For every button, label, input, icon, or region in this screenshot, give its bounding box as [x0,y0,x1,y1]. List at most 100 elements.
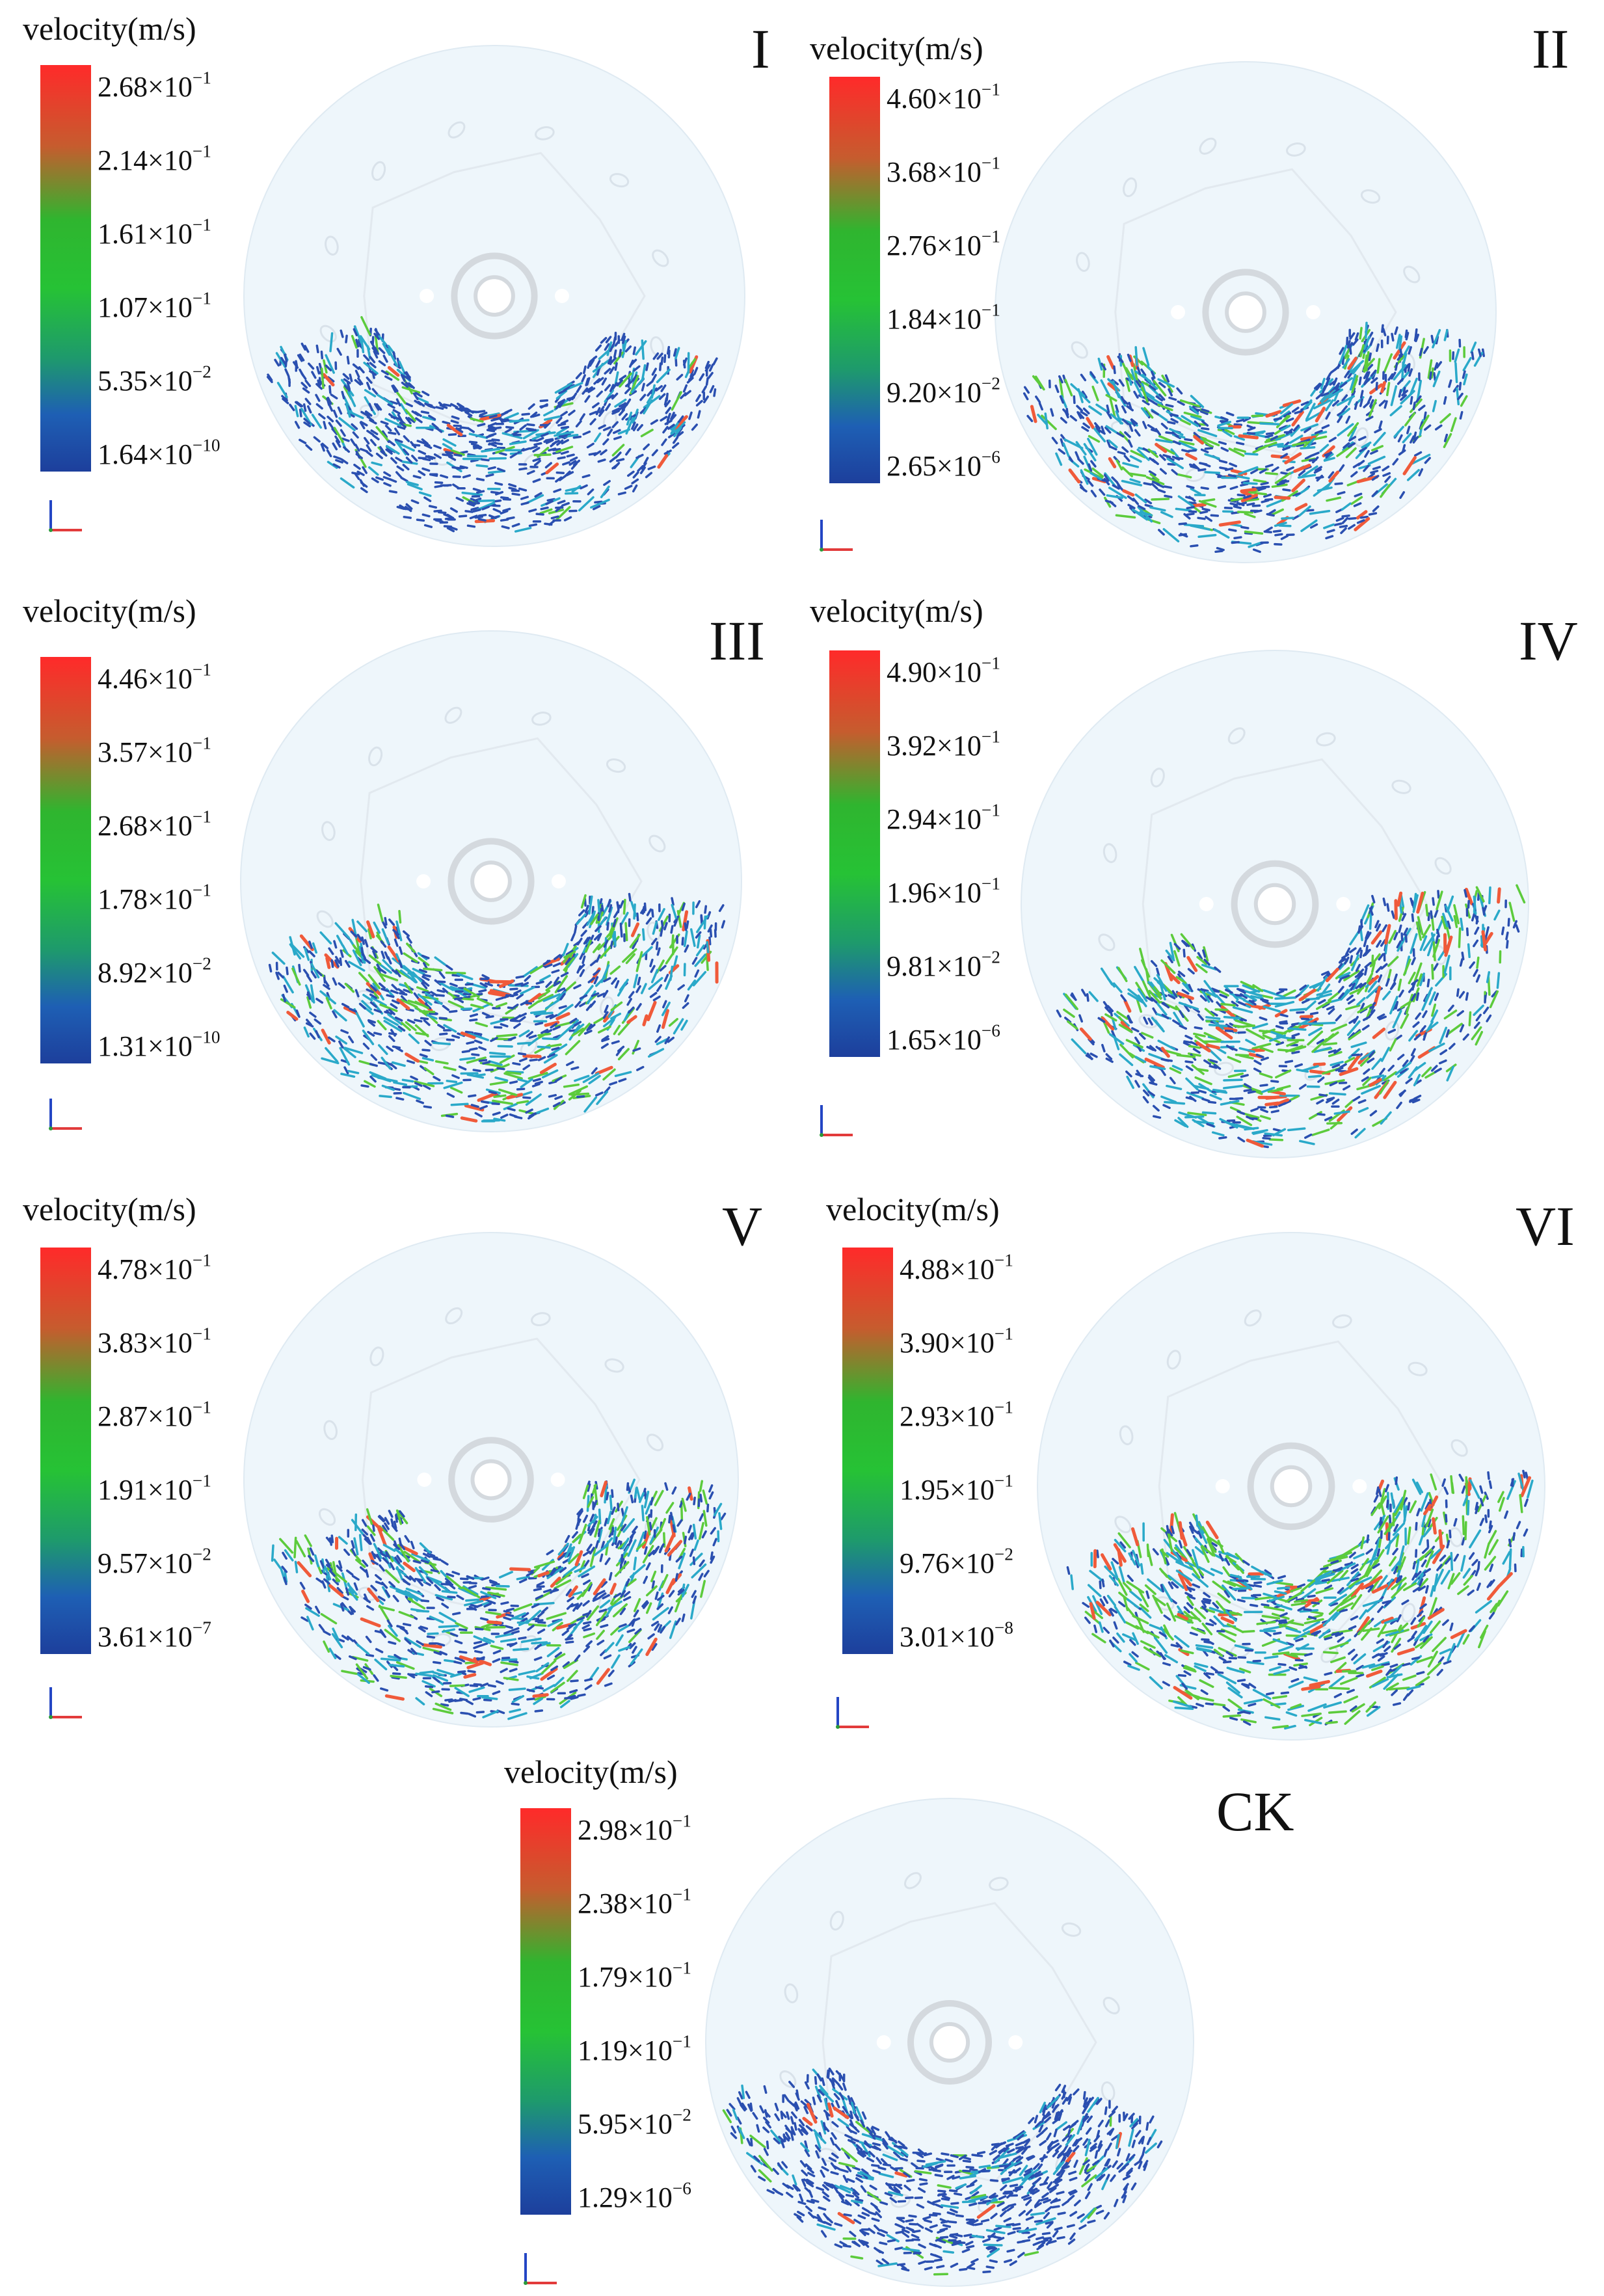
blade-outline [318,1508,336,1526]
panel-label: III [709,609,765,672]
colorbar-tick-label: 4.78×10−1 [98,1250,211,1285]
colorbar-tick-label: 8.92×10−2 [98,954,211,989]
blade-outline [531,712,552,726]
blade-outline [1119,1425,1134,1445]
blade-outline [323,1420,338,1440]
axis-triad-icon [836,1697,869,1729]
blade-outline [1166,1350,1181,1370]
bolt-hole [1199,897,1214,911]
blade-outline [1071,341,1088,359]
blade-outline [1123,177,1138,198]
colorbar-tick-label: 4.46×10−1 [98,660,211,695]
colorbar-tick-label: 5.95×10−2 [578,2105,691,2140]
blade-outline [369,1346,384,1367]
colorbar-tick-label: 1.29×10−6 [578,2178,691,2213]
blade-outline [646,1434,664,1452]
colorbar-title: velocity(m/s) [810,30,983,66]
panel-label: II [1532,18,1570,80]
rotor-outline [1158,1340,1445,1633]
colorbar-tick-label: 3.68×10−1 [887,153,1000,188]
hub-center [1270,1465,1313,1508]
colorbar [520,1808,571,2215]
blade-outline [1286,142,1306,157]
colorbar-tick-label: 1.61×10−1 [98,215,211,250]
colorbar-tick-label: 1.07×10−1 [98,288,211,323]
blade-outline [1450,1439,1468,1457]
colorbar-tick-label: 9.81×10−2 [887,947,1000,982]
colorbar-tick-label: 1.79×10−1 [578,1958,691,1993]
bolt-hole [1215,1479,1230,1493]
blade-outline [1103,843,1117,863]
blade-outline [1354,427,1369,447]
colorbar-tick-label: 1.65×10−6 [887,1021,1000,1056]
blade-outline [652,249,669,267]
rotor-outline [1114,168,1397,457]
colorbar-tick-label: 1.64×10−10 [98,435,221,470]
blade-outline [1103,1997,1120,2014]
colorbar-tick-label: 3.83×10−1 [98,1324,211,1359]
hub-center [1253,883,1296,926]
colorbar-tick-label: 1.78×10−1 [98,880,211,915]
bolt-hole [876,2035,891,2049]
blade-outline [535,126,555,140]
bolt-hole [551,874,566,888]
blade-outline [1408,1361,1428,1376]
blade-outline [650,336,664,356]
blade-outline [1403,265,1421,284]
bolt-hole [416,874,431,888]
blade-outline [1434,857,1452,875]
mixer-disc [1021,650,1529,1158]
panel-label: VI [1516,1195,1575,1257]
bolt-hole [1352,1479,1367,1493]
colorbar-tick-label: 3.90×10−1 [900,1324,1013,1359]
blade-outline [829,1910,844,1931]
colorbar-tick-label: 4.60×10−1 [887,79,1000,114]
bolt-hole [550,1473,565,1487]
colorbar-title: velocity(m/s) [826,1191,1000,1227]
blade-outline [1244,1309,1262,1327]
colorbar-title: velocity(m/s) [810,593,983,629]
axis-triad-icon [49,1687,82,1719]
hub-center [929,2022,970,2063]
colorbar-tick-label: 9.57×10−2 [98,1544,211,1579]
colorbar-tick-label: 1.95×10−1 [900,1471,1013,1506]
blade-outline [445,1307,463,1325]
colorbar-tick-label: 4.88×10−1 [900,1250,1013,1285]
hub-ring [1247,1442,1335,1530]
axis-triad-icon [820,1105,853,1137]
colorbar-title: velocity(m/s) [23,593,196,629]
blade-outline [1401,1603,1416,1623]
blade-outline [1360,189,1381,204]
colorbar [40,657,91,1063]
mixer-disc [243,45,745,547]
blade-outline [609,173,630,188]
hub-ring [907,2000,992,2085]
blade-outline [1098,933,1116,952]
hub-center [474,275,515,317]
colorbar-tick-label: 2.14×10−1 [98,141,211,176]
blade-outline [1114,1515,1132,1534]
colorbar-title: velocity(m/s) [504,1754,678,1790]
panel-label: IV [1519,609,1578,672]
mixer-disc [705,1798,1194,2287]
bolt-hole [420,289,434,303]
hub-ring [448,838,535,925]
colorbar [829,77,880,483]
blade-outline [784,1983,799,2003]
colorbar-tick-label: 3.57×10−1 [98,733,211,768]
blade-outline [448,121,466,139]
colorbar [40,65,91,472]
colorbar-tick-label: 2.98×10−1 [578,1811,691,1846]
colorbar-tick-label: 2.65×10−6 [887,447,1000,482]
axis-triad-icon [524,2253,557,2285]
colorbar [829,650,880,1057]
colorbar-tick-label: 2.38×10−1 [578,1884,691,1919]
colorbar-tick-label: 3.01×10−8 [900,1618,1013,1653]
colorbar-tick-label: 1.91×10−1 [98,1471,211,1506]
particle-cloud [268,892,726,1123]
panel-label: CK [1216,1780,1294,1843]
colorbar-tick-label: 2.68×10−1 [98,68,211,103]
colorbar [842,1248,893,1654]
blade-outline [1332,1314,1352,1329]
hub-center [1225,291,1266,333]
